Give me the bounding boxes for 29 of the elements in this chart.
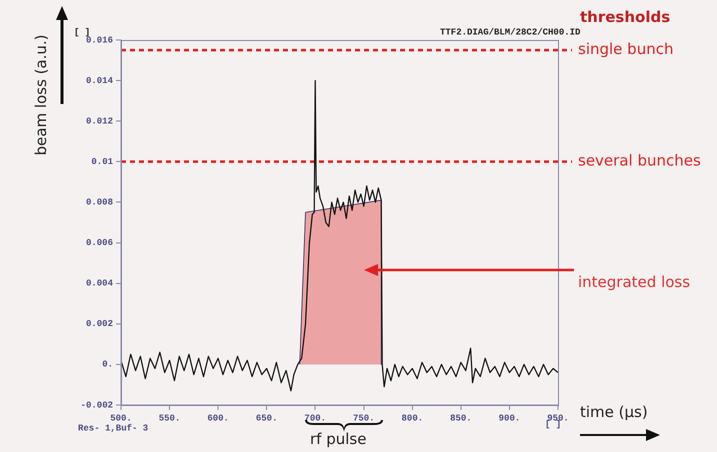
y-tick-label: 0. [102,360,113,370]
text: [ ] [74,27,90,38]
y-tick-label: 0.01 [91,156,114,167]
y-tick-label: 0.016 [86,35,113,46]
ref-line-label: several bunches [578,152,701,170]
text: Res- 1,Buf- 3 [78,423,148,434]
x-tick-label: 850. [450,414,472,424]
y-axis-title: beam loss (a.u.) [32,34,50,156]
x-tick-label: 750. [352,414,375,424]
x-tick-label: 500. [110,414,132,424]
x-axis-title: time (µs) [580,402,648,421]
y-tick-label: 0.014 [86,76,114,86]
y-tick-label: 0.008 [86,197,113,208]
x-tick-label: 600. [207,414,229,424]
x-tick-label: 650. [256,414,278,424]
x-tick-label: 700. [304,414,326,424]
text: rf pulse [310,430,366,448]
x-tick-label: 900. [498,414,520,424]
x-tick-label: 550. [158,414,180,424]
legend-title: thresholds [580,8,670,26]
text: TTF2.DIAG/BLM/28C2/CH00.ID [440,27,582,38]
y-tick-label: 0.012 [86,116,113,126]
ref-line-label: single bunch [578,40,674,58]
text: integrated loss [578,273,690,292]
y-tick-label: 0.006 [86,238,113,248]
x-tick-label: 800. [402,414,424,424]
y-tick-label: -0.002 [80,400,113,410]
y-tick-label: 0.004 [86,278,114,289]
y-tick-label: 0.002 [86,319,113,330]
